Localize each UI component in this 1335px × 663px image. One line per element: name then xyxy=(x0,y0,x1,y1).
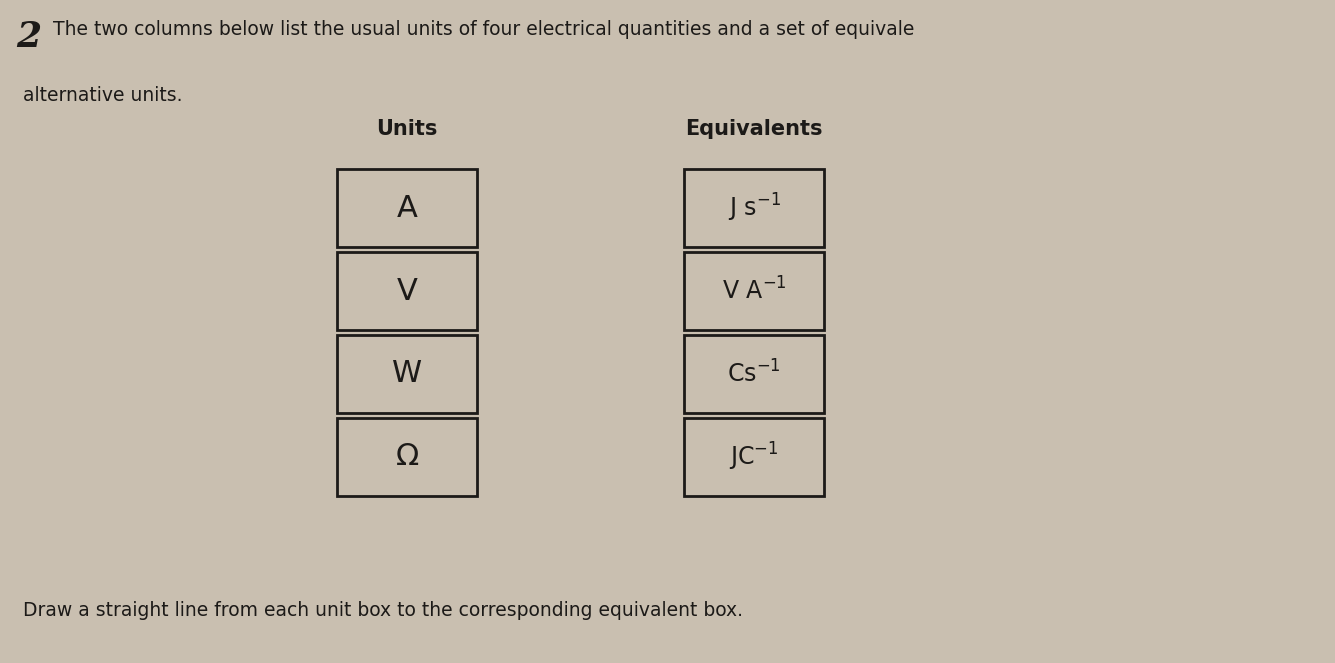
FancyBboxPatch shape xyxy=(684,418,824,496)
Text: alternative units.: alternative units. xyxy=(23,86,182,105)
Text: W: W xyxy=(392,359,422,389)
FancyBboxPatch shape xyxy=(684,252,824,330)
Text: Draw a straight line from each unit box to the corresponding equivalent box.: Draw a straight line from each unit box … xyxy=(23,601,742,620)
Text: Cs$^{-1}$: Cs$^{-1}$ xyxy=(728,360,781,388)
Text: Ω: Ω xyxy=(395,442,419,471)
Text: 2: 2 xyxy=(16,20,41,54)
FancyBboxPatch shape xyxy=(684,169,824,247)
Text: V: V xyxy=(396,276,418,306)
FancyBboxPatch shape xyxy=(684,335,824,413)
Text: A: A xyxy=(396,194,418,223)
FancyBboxPatch shape xyxy=(336,418,478,496)
Text: JC$^{-1}$: JC$^{-1}$ xyxy=(729,441,780,473)
Text: V A$^{-1}$: V A$^{-1}$ xyxy=(722,277,786,305)
Text: Units: Units xyxy=(376,119,438,139)
Text: The two columns below list the usual units of four electrical quantities and a s: The two columns below list the usual uni… xyxy=(53,20,914,39)
FancyBboxPatch shape xyxy=(336,335,478,413)
Text: J s$^{-1}$: J s$^{-1}$ xyxy=(728,192,781,224)
FancyBboxPatch shape xyxy=(336,252,478,330)
Text: Equivalents: Equivalents xyxy=(686,119,822,139)
FancyBboxPatch shape xyxy=(336,169,478,247)
